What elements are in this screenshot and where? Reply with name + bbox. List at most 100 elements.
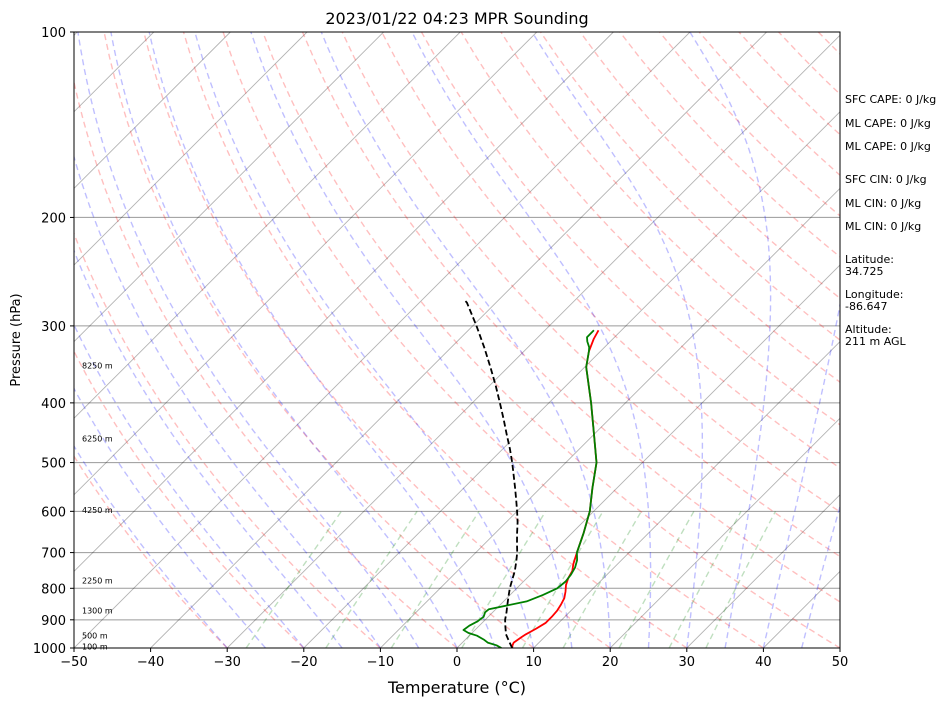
plot-series xyxy=(462,300,600,648)
dry-adiabat-line xyxy=(103,32,535,648)
dry-adiabat-line xyxy=(74,454,228,648)
moist-adiabat-line xyxy=(148,32,496,648)
x-tick-label: −10 xyxy=(367,655,394,670)
mixing-ratio-line xyxy=(562,510,642,648)
isotherm-line xyxy=(74,32,384,343)
temperature-profile-line xyxy=(511,329,600,648)
x-tick-label: 40 xyxy=(755,655,772,670)
isotherm-line xyxy=(609,417,840,648)
mixing-ratio-line xyxy=(668,510,742,648)
moist-adiabat-line xyxy=(110,32,458,648)
moist-adiabat-line xyxy=(74,248,343,648)
moist-adiabat-line xyxy=(531,32,704,648)
moist-adiabat-line xyxy=(801,504,840,648)
x-tick-label: −30 xyxy=(213,655,240,670)
height-label: 1300 m xyxy=(82,607,113,616)
height-label: 4250 m xyxy=(82,506,113,515)
isotherm-line xyxy=(74,32,538,496)
parcel-path-line xyxy=(464,300,519,648)
moist-adiabat-line xyxy=(194,32,535,648)
y-tick-label: 700 xyxy=(41,547,66,562)
latitude-label: Latitude: xyxy=(845,253,894,266)
moist-adiabat-line xyxy=(411,32,652,648)
latitude-value: 34.725 xyxy=(845,265,884,278)
x-tick-label: 30 xyxy=(679,655,696,670)
height-label: 6250 m xyxy=(82,435,113,444)
chart-title: 2023/01/22 04:23 MPR Sounding xyxy=(325,9,588,28)
x-tick-label: 50 xyxy=(832,655,849,670)
height-label: 8250 m xyxy=(82,362,113,371)
isotherm-line xyxy=(74,32,461,419)
y-tick-label: 500 xyxy=(41,457,66,472)
dry-adiabat-line xyxy=(222,32,764,648)
x-tick-label: −20 xyxy=(290,655,317,670)
height-label: 2250 m xyxy=(82,576,113,585)
dry-adiabat-line xyxy=(74,349,305,648)
dry-adiabat-line xyxy=(579,32,840,300)
y-tick-label: 400 xyxy=(41,397,66,412)
x-axis-label: Temperature (°C) xyxy=(387,678,526,697)
isotherm-line xyxy=(226,34,840,648)
isotherm-line xyxy=(74,32,308,266)
x-tick-label: 10 xyxy=(525,655,542,670)
isotherm-line xyxy=(0,32,1,648)
moist-adiabat-line xyxy=(762,301,840,648)
moist-adiabat-line xyxy=(74,444,228,648)
moist-adiabat-line xyxy=(77,32,420,648)
y-tick-label: 1000 xyxy=(33,642,66,657)
plot-grid xyxy=(0,32,840,648)
altitude-value: 211 m AGL xyxy=(845,335,906,348)
dry-adiabat-line xyxy=(143,32,611,648)
x-tick-label: −50 xyxy=(60,655,87,670)
dry-adiabat-line xyxy=(74,231,381,648)
ml-cin-text-2: ML CIN: 0 J/kg xyxy=(845,220,922,233)
altitude-label: Altitude: xyxy=(845,323,892,336)
isotherm-line xyxy=(380,187,840,648)
isotherm-line xyxy=(150,32,767,648)
height-labels: 8250 m 6250 m 4250 m 2250 m 1300 m 500 m 100 m xyxy=(82,362,113,652)
x-tick-label: 0 xyxy=(453,655,461,670)
height-label: 100 m xyxy=(82,643,108,652)
mixing-ratio-line xyxy=(390,510,480,648)
ml-cape-text-2: ML CAPE: 0 J/kg xyxy=(845,140,931,153)
moist-adiabat-line xyxy=(250,32,573,648)
ml-cape-text: ML CAPE: 0 J/kg xyxy=(845,117,931,130)
dry-adiabat-line xyxy=(74,79,458,648)
mixing-ratio-line xyxy=(618,510,695,648)
mixing-ratio-line xyxy=(705,510,777,648)
longitude-value: -86.647 xyxy=(845,300,888,313)
mixing-ratio-line xyxy=(461,510,547,648)
ml-cin-text: ML CIN: 0 J/kg xyxy=(845,197,922,210)
y-tick-label: 300 xyxy=(41,320,66,335)
isotherm-line xyxy=(303,111,840,648)
x-tick-label: 20 xyxy=(602,655,619,670)
x-tick-label: −40 xyxy=(137,655,164,670)
isotherm-line xyxy=(74,32,614,573)
sfc-cape-text: SFC CAPE: 0 J/kg xyxy=(845,93,937,106)
dry-adiabat-line xyxy=(182,32,688,648)
y-tick-label: 800 xyxy=(41,582,66,597)
y-tick-label: 900 xyxy=(41,614,66,629)
y-tick-label: 100 xyxy=(41,26,66,41)
isotherm-line xyxy=(456,264,840,648)
isotherm-line xyxy=(533,340,840,648)
y-axis-label: Pressure (hPa) xyxy=(9,293,24,386)
isotherm-line xyxy=(686,494,840,648)
height-label: 500 m xyxy=(82,632,108,641)
mixing-ratio-line xyxy=(245,510,342,648)
axis-ticks: −50 −40 −30 −20 −10 0 10 20 30 40 50 100 200 300 400 50… xyxy=(33,26,848,670)
plot-frame xyxy=(73,31,841,649)
isotherm-line xyxy=(74,32,691,648)
sfc-cin-text: SFC CIN: 0 J/kg xyxy=(845,173,927,186)
dewpoint-profile-line xyxy=(462,329,598,648)
mixing-ratio-line xyxy=(521,510,604,648)
moist-adiabat-line xyxy=(74,154,381,648)
y-tick-label: 200 xyxy=(41,211,66,226)
moist-adiabat-line xyxy=(320,32,611,648)
mixing-ratio-line xyxy=(325,510,418,648)
moist-adiabat-line xyxy=(689,32,772,648)
isotherm-line xyxy=(74,32,231,190)
longitude-label: Longitude: xyxy=(845,288,904,301)
y-tick-label: 600 xyxy=(41,505,66,520)
